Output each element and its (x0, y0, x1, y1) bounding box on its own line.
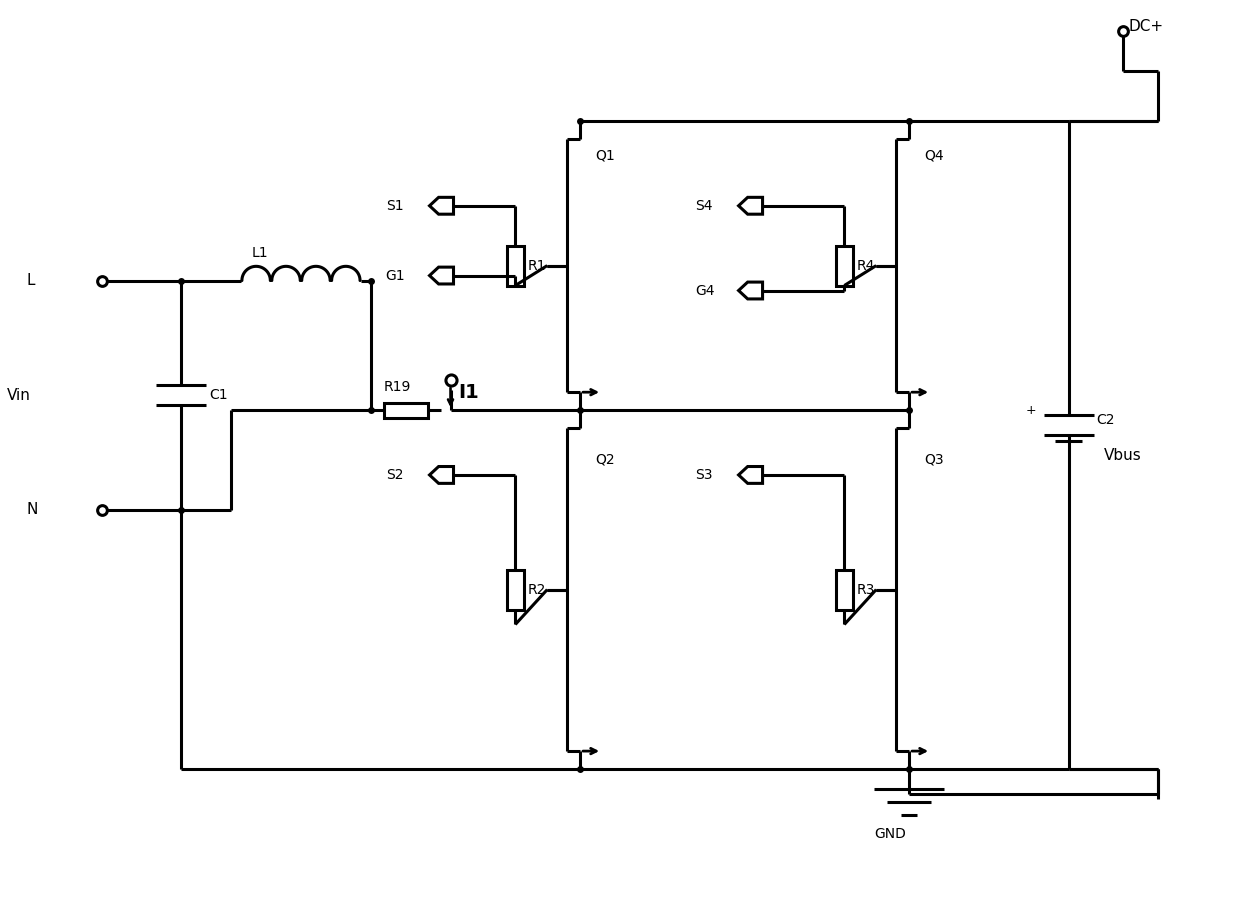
Text: L: L (27, 273, 35, 288)
Text: Q3: Q3 (924, 453, 944, 467)
Text: S1: S1 (386, 198, 403, 213)
Bar (507, 570, 523, 610)
Text: +: + (1025, 404, 1037, 417)
Text: C1: C1 (210, 389, 228, 402)
Text: S4: S4 (694, 198, 712, 213)
Text: R3: R3 (857, 582, 874, 597)
Text: R1: R1 (527, 258, 546, 273)
Text: R2: R2 (527, 582, 546, 597)
Text: GND: GND (874, 827, 906, 841)
Text: C2: C2 (1096, 413, 1115, 427)
Text: G1: G1 (386, 268, 405, 282)
Text: S2: S2 (386, 468, 403, 482)
Bar (836, 570, 853, 610)
Text: R19: R19 (383, 380, 412, 394)
Text: G4: G4 (694, 284, 714, 298)
Bar (836, 246, 853, 286)
Text: Q2: Q2 (595, 453, 615, 467)
Text: S3: S3 (694, 468, 712, 482)
Text: L1: L1 (252, 246, 268, 259)
Text: R4: R4 (857, 258, 874, 273)
Bar (383, 402, 428, 418)
Text: Q1: Q1 (595, 149, 615, 163)
Text: DC+: DC+ (1128, 19, 1163, 34)
Text: Q4: Q4 (924, 149, 944, 163)
Text: N: N (27, 502, 38, 517)
Text: Vbus: Vbus (1104, 448, 1141, 462)
Bar (507, 246, 523, 286)
Text: Vin: Vin (7, 388, 31, 403)
Text: I1: I1 (459, 383, 479, 401)
